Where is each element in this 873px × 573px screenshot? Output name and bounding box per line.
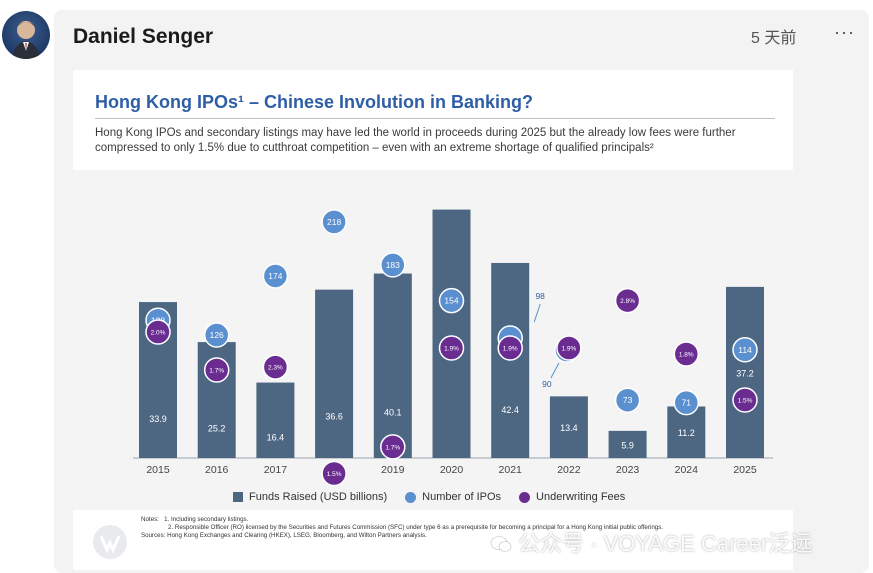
slide-title: Hong Kong IPOs¹ – Chinese Involution in … bbox=[95, 92, 534, 112]
x-tick-2025: 2025 bbox=[733, 464, 757, 476]
bar-2020 bbox=[432, 209, 471, 458]
fee-marker-2020 bbox=[438, 335, 465, 361]
bar-label-2025: 37.2 bbox=[736, 368, 754, 378]
fee-marker-2016 bbox=[203, 357, 230, 383]
title-divider bbox=[95, 118, 775, 119]
fee-label-2017: 2.3% bbox=[268, 365, 283, 372]
fee-label-2016: 1.7% bbox=[209, 368, 224, 375]
chart-legend: Funds Raised (USD billions) Number of IP… bbox=[233, 489, 625, 505]
bar-label-2024: 11.2 bbox=[678, 428, 695, 438]
fee-marker-2021 bbox=[497, 335, 523, 361]
slide-subtitle: Hong Kong IPOs and secondary listings ma… bbox=[95, 127, 736, 154]
bar-2017 bbox=[256, 382, 295, 458]
fee-marker-2025 bbox=[732, 387, 758, 413]
fee-label-2022: 1.9% bbox=[561, 346, 576, 353]
fee-marker-2022 bbox=[556, 335, 582, 361]
ipo-callout-2021 bbox=[533, 303, 541, 323]
notes-sources: Sources: Hong Kong Exchanges and Clearin… bbox=[141, 532, 427, 539]
fee-marker-2019 bbox=[380, 434, 406, 460]
author-name[interactable]: Daniel Senger bbox=[73, 25, 214, 48]
ipo-chart: 33.9201525.2201616.4201736.6201840.12019… bbox=[133, 209, 773, 487]
fee-label-2023: 2.8% bbox=[620, 298, 635, 305]
ipo-marker-2019 bbox=[380, 252, 406, 278]
legend-label-funds: Funds Raised (USD billions) bbox=[249, 491, 388, 503]
x-tick-2023: 2023 bbox=[616, 464, 640, 476]
bar-2023 bbox=[608, 430, 647, 458]
post-time: 5 天前 bbox=[751, 30, 797, 47]
logo-mark bbox=[99, 535, 121, 554]
bar-2019 bbox=[373, 273, 412, 458]
ipo-marker-2017 bbox=[262, 263, 289, 289]
note-1: 1. Including secondary listings. bbox=[164, 516, 249, 523]
bar-label-2018: 36.6 bbox=[325, 411, 343, 421]
x-tick-2015: 2015 bbox=[146, 464, 170, 476]
avatar-image bbox=[12, 21, 40, 59]
ipo-label-2017: 174 bbox=[268, 271, 282, 281]
x-tick-2016: 2016 bbox=[205, 464, 229, 476]
fee-label-2020: 1.9% bbox=[444, 346, 459, 353]
fee-marker-2024 bbox=[673, 341, 700, 367]
x-tick-2019: 2019 bbox=[381, 464, 405, 476]
x-tick-2022: 2022 bbox=[557, 464, 581, 476]
bar-label-2015: 33.9 bbox=[149, 414, 167, 424]
legend-label-ipos: Number of IPOs bbox=[422, 491, 502, 503]
bar-label-2021: 42.4 bbox=[501, 405, 519, 415]
fee-marker-2017 bbox=[262, 354, 289, 380]
notes-label: Notes: bbox=[141, 516, 159, 523]
ipo-label-2025: 114 bbox=[738, 345, 752, 355]
ipo-label-2021: 98 bbox=[535, 291, 545, 301]
x-tick-2021: 2021 bbox=[499, 464, 523, 476]
fee-label-2025: 1.5% bbox=[738, 398, 753, 405]
fee-label-2018: 1.5% bbox=[327, 471, 342, 478]
ipo-label-2016: 126 bbox=[210, 330, 224, 340]
ipo-marker-2018 bbox=[321, 209, 347, 235]
fee-label-2021: 1.9% bbox=[503, 346, 518, 353]
ipo-marker-2023 bbox=[614, 387, 641, 413]
x-tick-2020: 2020 bbox=[440, 464, 464, 476]
fee-marker-2015 bbox=[145, 319, 171, 345]
legend-swatch-ipos bbox=[405, 491, 417, 503]
bar-label-2023: 5.9 bbox=[621, 440, 634, 450]
ipo-label-2024: 71 bbox=[682, 398, 692, 408]
fee-label-2024: 1.8% bbox=[679, 352, 694, 359]
bar-2022 bbox=[549, 396, 588, 458]
ipo-marker-2024 bbox=[673, 389, 700, 416]
note-2: 2. Responsible Officer (RO) licensed by … bbox=[168, 524, 664, 531]
bar-2025 bbox=[726, 286, 764, 458]
fee-marker-2023 bbox=[614, 287, 641, 314]
bar-label-2019: 40.1 bbox=[384, 408, 402, 418]
legend-item-ipos: Number of IPOs bbox=[405, 491, 501, 503]
legend-swatch-funds bbox=[233, 492, 243, 502]
slide-notes: Notes: 1. Including secondary listings. … bbox=[141, 516, 791, 540]
ipo-marker-2016 bbox=[203, 322, 230, 348]
fee-label-2015: 2.0% bbox=[151, 330, 166, 337]
x-tick-2024: 2024 bbox=[675, 464, 699, 476]
post-image[interactable]: Hong Kong IPOs¹ – Chinese Involution in … bbox=[73, 70, 793, 570]
ipo-marker-2020 bbox=[438, 287, 465, 314]
legend-swatch-fees bbox=[519, 491, 531, 503]
ipo-label-2019: 183 bbox=[386, 260, 400, 270]
ipo-callout-2022 bbox=[550, 362, 560, 379]
ipo-label-2022: 90 bbox=[542, 379, 552, 389]
bar-2018 bbox=[315, 289, 354, 458]
ipo-label-2023: 73 bbox=[623, 395, 633, 405]
bar-label-2017: 16.4 bbox=[267, 433, 285, 443]
more-options-button[interactable]: ··· bbox=[834, 22, 855, 42]
legend-label-fees: Underwriting Fees bbox=[536, 491, 626, 503]
watermark: 公众号 · VOYAGE Career泛远 bbox=[490, 526, 812, 558]
ipo-marker-2025 bbox=[732, 337, 758, 363]
avatar[interactable] bbox=[2, 11, 50, 59]
x-tick-2017: 2017 bbox=[264, 464, 288, 476]
fee-label-2019: 1.7% bbox=[385, 444, 400, 451]
bar-label-2016: 25.2 bbox=[208, 423, 226, 433]
brand-logo bbox=[93, 525, 127, 559]
bar-label-2022: 13.4 bbox=[560, 423, 578, 433]
ipo-label-2020: 154 bbox=[444, 296, 458, 306]
wechat-icon bbox=[490, 536, 512, 552]
ipo-label-2018: 218 bbox=[327, 217, 341, 227]
legend-item-fees: Underwriting Fees bbox=[519, 491, 625, 503]
legend-item-funds: Funds Raised (USD billions) bbox=[233, 491, 387, 503]
fee-marker-2018 bbox=[321, 460, 347, 487]
watermark-text: 公众号 · VOYAGE Career泛远 bbox=[518, 531, 813, 556]
